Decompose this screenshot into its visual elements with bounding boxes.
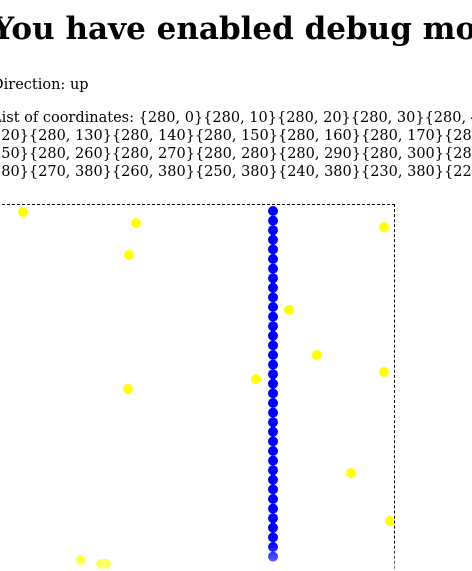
coordinate-line: 380}{270, 380}{260, 380}{250, 380}{240, … [0,164,472,180]
snake-segment [268,378,278,389]
snake-segment [268,542,278,552]
direction-label: Direction: [0,77,66,93]
direction-value: up [69,77,89,93]
snake-segment [268,225,278,236]
food-pellet [379,367,389,377]
snake-segment [268,494,278,504]
food-pellet [385,516,394,526]
snake-segment [268,302,278,312]
food-pellet [18,207,28,217]
game-board[interactable] [0,204,395,571]
snake-segment [268,292,278,303]
snake-segment [268,513,278,524]
page-title: You have enabled debug mode [0,11,472,47]
snake-segment [268,359,278,370]
snake-segment [268,551,278,562]
food-pellet [379,222,389,232]
food-pellet [251,374,261,384]
snake-segment [268,282,278,293]
snake-segment [268,417,278,428]
snake-segment [268,234,278,245]
snake-segment [268,484,278,495]
food-pellet [131,218,141,228]
snake-segment [268,388,278,399]
snake-segment [268,330,278,341]
food-pellet [123,384,133,394]
snake-segment [268,254,278,264]
snake-segment [268,340,278,351]
snake-segment [268,455,278,466]
snake-segment [268,244,278,255]
snake-segment [268,522,278,533]
direction-text: Direction: up [0,77,89,93]
coordinate-line: List of coordinates: {280, 0}{280, 10}{2… [0,110,472,126]
snake-segment [268,436,278,447]
snake-segment [268,273,278,284]
snake-segment [268,426,278,437]
coordinate-line: 120}{280, 130}{280, 140}{280, 150}{280, … [0,128,472,144]
food-pellet [346,468,356,478]
snake-segment [268,263,278,274]
snake-segment [268,446,278,456]
snake-segment [268,369,278,380]
snake-segment [268,474,278,485]
snake-segment [268,321,278,332]
food-pellet [124,250,134,260]
snake-segment [268,206,278,216]
food-pellet [101,559,111,569]
snake-segment [268,465,278,476]
snake-segment [268,532,278,543]
snake-segment [268,503,278,514]
coordinate-list: List of coordinates: {280, 0}{280, 10}{2… [0,109,472,181]
coordinate-line: 250}{280, 260}{280, 270}{280, 280}{280, … [0,146,472,162]
snake-segment [268,311,278,322]
food-pellet [76,555,86,565]
snake-segment [268,350,278,360]
game-canvas [18,206,394,569]
snake-segment [268,398,278,408]
food-pellet [312,350,322,360]
food-pellet [284,305,294,315]
snake-segment [268,215,278,226]
snake-segment [268,407,278,418]
